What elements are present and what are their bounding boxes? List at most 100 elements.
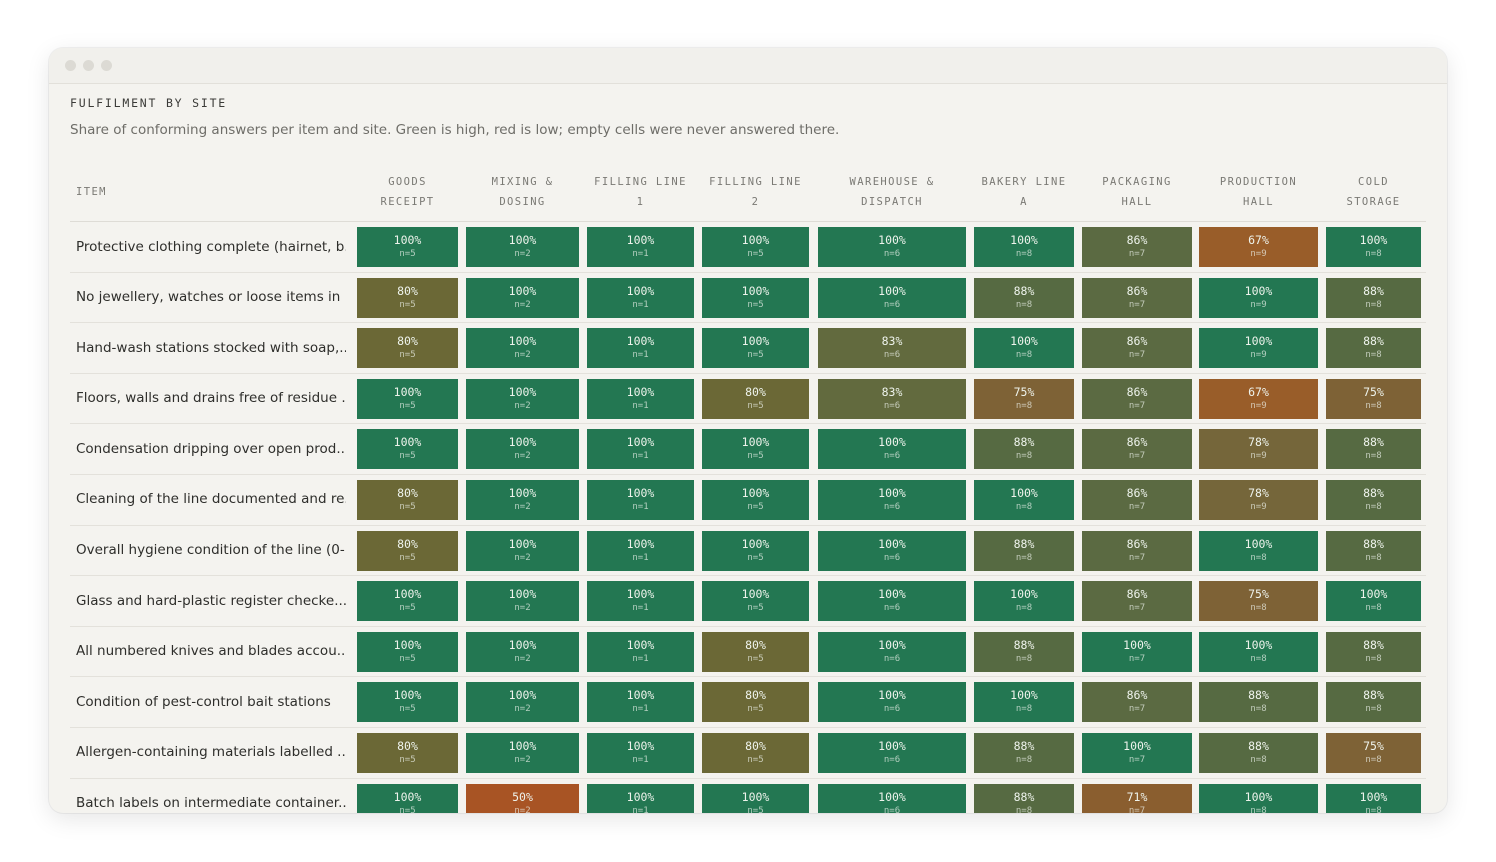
heatmap-cell[interactable]: 100% n=2 <box>466 378 579 419</box>
heatmap-cell[interactable]: 86% n=7 <box>1082 581 1192 622</box>
heatmap-cell[interactable]: 100% n=2 <box>466 581 579 622</box>
heatmap-cell[interactable]: 100% n=9 <box>1199 328 1318 369</box>
heatmap-cell[interactable]: 100% n=1 <box>587 479 694 520</box>
heatmap-cell[interactable]: 100% n=1 <box>587 227 694 267</box>
heatmap-cell[interactable]: 83% n=6 <box>818 378 966 419</box>
heatmap-cell[interactable]: 100% n=7 <box>1082 631 1192 672</box>
heatmap-cell[interactable]: 100% n=6 <box>818 277 966 318</box>
heatmap-cell[interactable]: 100% n=6 <box>818 783 966 813</box>
heatmap-cell[interactable]: 88% n=8 <box>974 277 1074 318</box>
heatmap-cell[interactable]: 100% n=5 <box>357 783 458 813</box>
minimize-window-icon[interactable] <box>83 60 94 71</box>
heatmap-cell[interactable]: 83% n=6 <box>818 328 966 369</box>
heatmap-cell[interactable]: 100% n=2 <box>466 328 579 369</box>
heatmap-cell[interactable]: 88% n=8 <box>974 429 1074 470</box>
heatmap-cell[interactable]: 86% n=7 <box>1082 227 1192 267</box>
heatmap-cell[interactable]: 88% n=8 <box>1326 429 1421 470</box>
heatmap-cell[interactable]: 100% n=5 <box>702 783 809 813</box>
heatmap-cell[interactable]: 80% n=5 <box>357 479 458 520</box>
heatmap-cell[interactable]: 100% n=8 <box>974 479 1074 520</box>
heatmap-cell[interactable]: 100% n=8 <box>974 581 1074 622</box>
heatmap-cell[interactable]: 80% n=5 <box>357 277 458 318</box>
heatmap-cell[interactable]: 100% n=7 <box>1082 732 1192 773</box>
heatmap-cell[interactable]: 100% n=9 <box>1199 277 1318 318</box>
heatmap-cell[interactable]: 88% n=8 <box>974 530 1074 571</box>
heatmap-cell[interactable]: 100% n=6 <box>818 732 966 773</box>
heatmap-cell[interactable]: 80% n=5 <box>702 682 809 723</box>
heatmap-cell[interactable]: 71% n=7 <box>1082 783 1192 813</box>
heatmap-cell[interactable]: 100% n=6 <box>818 530 966 571</box>
heatmap-cell[interactable]: 100% n=2 <box>466 429 579 470</box>
heatmap-cell[interactable]: 100% n=6 <box>818 682 966 723</box>
heatmap-cell[interactable]: 100% n=8 <box>1199 530 1318 571</box>
heatmap-cell[interactable]: 80% n=5 <box>702 378 809 419</box>
heatmap-cell[interactable]: 100% n=5 <box>702 530 809 571</box>
heatmap-cell[interactable]: 100% n=1 <box>587 277 694 318</box>
heatmap-cell[interactable]: 100% n=5 <box>702 328 809 369</box>
heatmap-cell[interactable]: 100% n=6 <box>818 581 966 622</box>
heatmap-cell[interactable]: 100% n=2 <box>466 682 579 723</box>
heatmap-cell[interactable]: 100% n=1 <box>587 631 694 672</box>
heatmap-cell[interactable]: 100% n=5 <box>357 227 458 267</box>
heatmap-cell[interactable]: 100% n=6 <box>818 227 966 267</box>
heatmap-cell[interactable]: 100% n=8 <box>1199 631 1318 672</box>
heatmap-cell[interactable]: 100% n=1 <box>587 682 694 723</box>
heatmap-cell[interactable]: 100% n=2 <box>466 732 579 773</box>
heatmap-cell[interactable]: 75% n=8 <box>1326 378 1421 419</box>
heatmap-cell[interactable]: 80% n=5 <box>357 328 458 369</box>
heatmap-cell[interactable]: 100% n=5 <box>702 429 809 470</box>
heatmap-cell[interactable]: 100% n=8 <box>1199 783 1318 813</box>
heatmap-cell[interactable]: 100% n=8 <box>1326 227 1421 267</box>
heatmap-cell[interactable]: 100% n=2 <box>466 631 579 672</box>
heatmap-cell[interactable]: 86% n=7 <box>1082 479 1192 520</box>
heatmap-cell[interactable]: 100% n=5 <box>357 581 458 622</box>
heatmap-cell[interactable]: 100% n=2 <box>466 227 579 267</box>
heatmap-cell[interactable]: 100% n=5 <box>357 682 458 723</box>
heatmap-cell[interactable]: 100% n=5 <box>702 581 809 622</box>
heatmap-cell[interactable]: 100% n=8 <box>974 682 1074 723</box>
heatmap-cell[interactable]: 100% n=5 <box>702 479 809 520</box>
heatmap-cell[interactable]: 100% n=5 <box>702 277 809 318</box>
heatmap-cell[interactable]: 100% n=8 <box>974 328 1074 369</box>
heatmap-cell[interactable]: 80% n=5 <box>357 530 458 571</box>
heatmap-cell[interactable]: 67% n=9 <box>1199 378 1318 419</box>
heatmap-cell[interactable]: 100% n=1 <box>587 378 694 419</box>
heatmap-cell[interactable]: 100% n=2 <box>466 530 579 571</box>
heatmap-cell[interactable]: 88% n=8 <box>1199 682 1318 723</box>
heatmap-cell[interactable]: 100% n=6 <box>818 631 966 672</box>
heatmap-cell[interactable]: 80% n=5 <box>357 732 458 773</box>
heatmap-cell[interactable]: 100% n=8 <box>974 227 1074 267</box>
heatmap-cell[interactable]: 100% n=6 <box>818 429 966 470</box>
heatmap-cell[interactable]: 100% n=8 <box>1326 783 1421 813</box>
heatmap-cell[interactable]: 67% n=9 <box>1199 227 1318 267</box>
heatmap-cell[interactable]: 78% n=9 <box>1199 429 1318 470</box>
heatmap-cell[interactable]: 78% n=9 <box>1199 479 1318 520</box>
heatmap-cell[interactable]: 88% n=8 <box>1326 530 1421 571</box>
heatmap-cell[interactable]: 75% n=8 <box>974 378 1074 419</box>
heatmap-cell[interactable]: 100% n=1 <box>587 530 694 571</box>
heatmap-cell[interactable]: 86% n=7 <box>1082 378 1192 419</box>
maximize-window-icon[interactable] <box>101 60 112 71</box>
heatmap-cell[interactable]: 88% n=8 <box>974 783 1074 813</box>
heatmap-cell[interactable]: 100% n=5 <box>357 378 458 419</box>
heatmap-cell[interactable]: 88% n=8 <box>1326 682 1421 723</box>
heatmap-cell[interactable]: 86% n=7 <box>1082 429 1192 470</box>
heatmap-cell[interactable]: 100% n=2 <box>466 277 579 318</box>
heatmap-cell[interactable]: 100% n=1 <box>587 328 694 369</box>
heatmap-cell[interactable]: 86% n=7 <box>1082 328 1192 369</box>
heatmap-cell[interactable]: 88% n=8 <box>1199 732 1318 773</box>
heatmap-cell[interactable]: 100% n=5 <box>357 429 458 470</box>
heatmap-cell[interactable]: 88% n=8 <box>1326 328 1421 369</box>
heatmap-cell[interactable]: 100% n=6 <box>818 479 966 520</box>
heatmap-cell[interactable]: 100% n=1 <box>587 581 694 622</box>
heatmap-cell[interactable]: 88% n=8 <box>1326 631 1421 672</box>
close-window-icon[interactable] <box>65 60 76 71</box>
heatmap-cell[interactable]: 100% n=5 <box>702 227 809 267</box>
heatmap-cell[interactable]: 88% n=8 <box>974 631 1074 672</box>
heatmap-cell[interactable]: 100% n=1 <box>587 783 694 813</box>
heatmap-cell[interactable]: 100% n=8 <box>1326 581 1421 622</box>
heatmap-cell[interactable]: 86% n=7 <box>1082 682 1192 723</box>
heatmap-cell[interactable]: 86% n=7 <box>1082 277 1192 318</box>
heatmap-cell[interactable]: 75% n=8 <box>1199 581 1318 622</box>
heatmap-cell[interactable]: 100% n=5 <box>357 631 458 672</box>
